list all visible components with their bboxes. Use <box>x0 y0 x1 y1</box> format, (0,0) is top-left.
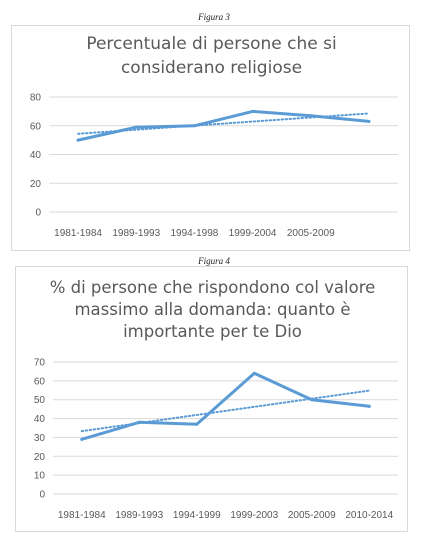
figure-3-caption: Figura 3 <box>198 12 230 22</box>
chart-title-line: importante per te Dio <box>123 322 302 341</box>
data-point <box>367 119 371 123</box>
y-tick-label: 40 <box>30 150 42 161</box>
chart-religious-percentage-svg: Percentuale di persone che si considerano… <box>30 34 398 239</box>
y-tick-label: 20 <box>30 179 42 190</box>
x-category-label: 1981-1984 <box>54 228 102 239</box>
data-point <box>251 109 255 113</box>
y-tick-label: 50 <box>34 395 46 406</box>
series-line <box>80 371 371 441</box>
x-category-label: 1981-1984 <box>58 510 106 521</box>
x-category-label: 1989-1993 <box>112 228 160 239</box>
y-tick-label: 80 <box>30 93 42 104</box>
x-category-label: 1994-1999 <box>173 510 221 521</box>
data-point <box>309 114 313 118</box>
data-point <box>134 125 138 129</box>
data-point <box>76 138 80 142</box>
data-point <box>80 437 84 441</box>
x-category-label: 2005-2009 <box>287 228 335 239</box>
y-tick-label: 0 <box>35 208 41 219</box>
x-category-label: 1999-2003 <box>230 510 278 521</box>
y-tick-label: 30 <box>34 433 46 444</box>
chart-religious-percentage: Percentuale di persone che si considerano… <box>11 25 410 251</box>
chart-title-line: considerano religiose <box>121 58 302 78</box>
x-category-label: 2010-2014 <box>345 510 393 521</box>
x-category-label: 1989-1993 <box>115 510 163 521</box>
trendline <box>77 112 370 135</box>
y-tick-label: 70 <box>34 358 46 369</box>
chart-god-importance-svg: % di persone che rispondono col valore ma… <box>34 278 398 521</box>
x-category-label: 1994-1998 <box>171 228 219 239</box>
y-tick-label: 10 <box>34 471 46 482</box>
y-tick-label: 40 <box>34 414 46 425</box>
chart-title-line: massimo alla domanda: quanto è <box>74 300 350 319</box>
y-tick-label: 20 <box>34 452 46 463</box>
y-tick-label: 60 <box>30 121 42 132</box>
x-category-label: 1999-2004 <box>229 228 277 239</box>
chart-god-importance: % di persone che rispondono col valore ma… <box>15 266 408 532</box>
data-point <box>367 404 371 408</box>
y-tick-label: 60 <box>34 376 46 387</box>
chart-title-line: % di persone che rispondono col valore <box>50 278 376 297</box>
series-line <box>76 109 371 142</box>
y-tick-label: 0 <box>39 490 45 501</box>
chart-title-line: Percentuale di persone che si <box>86 34 336 54</box>
trendline <box>80 389 371 433</box>
figure-4-caption: Figura 4 <box>198 256 230 266</box>
data-point <box>195 422 199 426</box>
x-category-label: 2005-2009 <box>288 510 336 521</box>
data-point <box>252 371 256 375</box>
